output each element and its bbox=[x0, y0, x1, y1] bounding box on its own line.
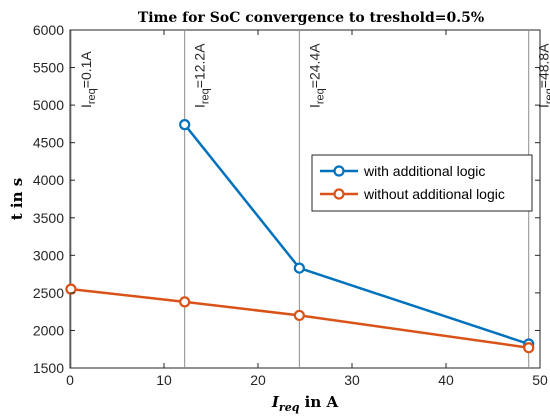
data-point bbox=[179, 296, 191, 308]
reference-line-label-main: I bbox=[536, 104, 550, 108]
x-axis-label-rest: in A bbox=[299, 393, 338, 411]
reference-line-label-sub: req bbox=[86, 88, 98, 104]
y-tick-label: 2000 bbox=[33, 322, 64, 338]
x-axis-label: Ireq in A bbox=[271, 393, 339, 414]
y-tick-label: 6000 bbox=[33, 22, 64, 38]
x-axis-label-sub: req bbox=[279, 401, 300, 414]
plot-frame bbox=[69, 29, 541, 369]
data-series bbox=[65, 119, 535, 354]
reference-line-label: Ireq=48.8A bbox=[536, 43, 550, 108]
x-tick-label: 30 bbox=[344, 372, 360, 388]
data-point bbox=[65, 283, 77, 295]
reference-line-label: Ireq=12.2A bbox=[192, 43, 212, 108]
reference-line-label-main: I bbox=[192, 104, 208, 108]
data-point bbox=[293, 309, 305, 322]
y-tick-label: 5000 bbox=[33, 97, 64, 113]
legend-box bbox=[311, 154, 533, 212]
reference-line-label-value: =24.4A bbox=[306, 43, 322, 88]
legend-swatch-marker bbox=[333, 165, 345, 177]
x-tick-label: 20 bbox=[250, 372, 266, 388]
series-line-2 bbox=[70, 287, 529, 349]
x-axis-label-main: I bbox=[271, 393, 280, 411]
legend: with additional logic without additional … bbox=[311, 154, 533, 212]
chart-title: Time for SoC convergence to treshold=0.5… bbox=[138, 10, 484, 26]
legend-swatch-marker bbox=[333, 188, 345, 200]
y-tick-label: 4000 bbox=[33, 172, 64, 188]
x-tick-label: 0 bbox=[66, 372, 74, 388]
legend-entry-label: without additional logic bbox=[363, 186, 505, 202]
x-tick-label: 40 bbox=[438, 372, 454, 388]
y-tick-label: 3000 bbox=[33, 247, 64, 263]
y-tick-label: 2500 bbox=[33, 285, 64, 301]
y-axis-label: t in s bbox=[8, 178, 26, 220]
y-tick-label: 3500 bbox=[33, 210, 64, 226]
data-point bbox=[293, 262, 305, 274]
y-tick-label: 1500 bbox=[33, 360, 64, 376]
reference-line-label-value: =12.2A bbox=[192, 43, 208, 88]
reference-line-label: Ireq=24.4A bbox=[306, 43, 326, 108]
reference-line-label-sub: req bbox=[314, 88, 326, 104]
reference-line-label-value: =48.8A bbox=[536, 43, 550, 88]
y-tick-label: 4500 bbox=[33, 135, 64, 151]
legend-entry-label: with additional logic bbox=[363, 163, 485, 179]
y-tick-label: 5500 bbox=[33, 60, 64, 76]
data-point bbox=[179, 119, 191, 131]
reference-line-label-value: =0.1A bbox=[78, 51, 94, 89]
axes: 0 10 20 30 40 50 1500 2000 2500 3000 3500 4000 4500 5… bbox=[33, 22, 548, 388]
x-tick-label: 50 bbox=[532, 372, 548, 388]
reference-line-label-main: I bbox=[78, 104, 94, 108]
reference-line-label: Ireq=0.1A bbox=[78, 51, 98, 108]
data-point bbox=[523, 342, 535, 354]
reference-line-label-sub: req bbox=[544, 88, 550, 104]
plot-area bbox=[69, 29, 541, 369]
x-tick-label: 10 bbox=[156, 372, 172, 388]
reference-line-label-main: I bbox=[306, 104, 322, 108]
reference-line-label-sub: req bbox=[200, 88, 212, 104]
